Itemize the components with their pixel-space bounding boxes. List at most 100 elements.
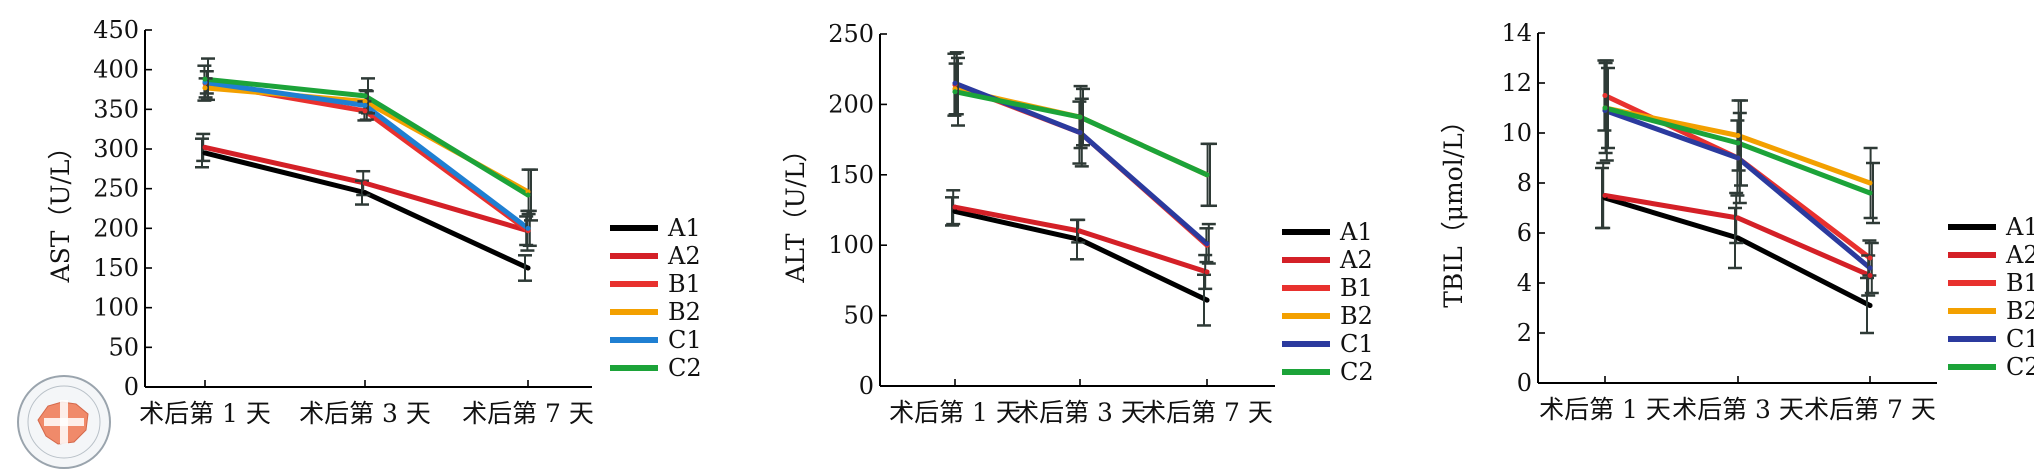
legend-label-B2: B2 [1340, 302, 1373, 330]
legend-label-B1: B1 [2006, 269, 2034, 297]
data-point-C1 [362, 102, 368, 108]
x-tick-label: 术后第 7 天 [1804, 395, 1936, 424]
legend-label-A1: A1 [2005, 213, 2034, 241]
error-bar [355, 179, 369, 206]
cma-seal-icon [14, 372, 114, 472]
data-point-C1 [1867, 265, 1873, 271]
data-point-A1 [952, 208, 958, 214]
data-point-A1 [202, 150, 208, 156]
error-bar [524, 168, 538, 222]
data-point-C2 [1602, 105, 1608, 111]
series-line-A1 [952, 208, 1210, 303]
y-tick-label: 150 [828, 161, 874, 189]
data-point-C2 [1735, 140, 1741, 146]
legend-label-A1: A1 [1339, 218, 1373, 246]
error-bar [951, 56, 965, 127]
data-point-C2 [1077, 114, 1083, 120]
data-point-C1 [1735, 155, 1741, 161]
y-tick-label: 4 [1517, 269, 1532, 297]
y-tick-label: 50 [843, 302, 874, 330]
error-bar [1734, 99, 1748, 187]
y-tick-label: 8 [1517, 169, 1532, 197]
data-point-A1 [1735, 235, 1741, 241]
error-bar [1728, 206, 1742, 270]
y-axis-label: TBIL（μmol/L） [1439, 108, 1468, 308]
series-line-A1 [1602, 195, 1873, 308]
y-tick-label: 2 [1517, 319, 1532, 347]
legend-label-C1: C1 [668, 326, 702, 354]
y-tick-label: 300 [93, 135, 139, 163]
error-bar [1866, 161, 1880, 225]
data-point-B2 [202, 85, 208, 91]
legend-label-C1: C1 [2006, 325, 2034, 353]
legend-label-A2: A2 [667, 242, 701, 270]
y-tick-label: 0 [124, 373, 139, 401]
data-point-A2 [1735, 215, 1741, 221]
x-tick-label: 术后第 3 天 [1014, 398, 1146, 427]
legend-label-A2: A2 [1339, 246, 1373, 274]
legend-label-B1: B1 [668, 270, 701, 298]
data-point-A2 [1867, 273, 1873, 278]
data-point-C2 [952, 89, 958, 95]
data-point-A1 [1204, 297, 1210, 303]
data-point-A1 [525, 265, 531, 271]
x-tick-label: 术后第 1 天 [139, 399, 271, 428]
y-tick-label: 14 [1501, 19, 1532, 47]
data-point-A2 [1204, 269, 1210, 275]
data-point-B1 [1602, 93, 1608, 98]
y-tick-label: 350 [93, 95, 139, 123]
data-point-C2 [362, 93, 368, 99]
error-bar [195, 137, 209, 169]
data-point-B2 [1867, 180, 1873, 186]
y-axis-label: ALT（U/L） [781, 137, 810, 283]
y-tick-label: 6 [1517, 219, 1532, 247]
data-point-A2 [1077, 228, 1083, 234]
legend-label-A1: A1 [667, 214, 701, 242]
x-tick-label: 术后第 7 天 [1141, 398, 1273, 427]
legend-label-B2: B2 [668, 298, 701, 326]
y-tick-label: 100 [828, 231, 874, 259]
y-tick-label: 0 [859, 372, 874, 400]
y-tick-label: 0 [1517, 369, 1532, 397]
data-point-C2 [1204, 172, 1210, 178]
x-tick-label: 术后第 3 天 [299, 399, 431, 428]
y-tick-label: 400 [93, 56, 139, 84]
data-point-A1 [362, 190, 368, 196]
data-point-A2 [952, 204, 958, 210]
x-tick-label: 术后第 1 天 [1539, 395, 1671, 424]
y-tick-label: 450 [93, 16, 139, 44]
error-bar [945, 196, 959, 227]
data-point-A2 [1602, 193, 1608, 198]
x-tick-label: 术后第 7 天 [462, 399, 594, 428]
data-point-C1 [952, 80, 958, 86]
data-point-C2 [1867, 190, 1873, 196]
legend-label-A2: A2 [2005, 241, 2034, 269]
y-axis-label: AST（U/L） [46, 135, 75, 284]
data-point-B1 [1867, 255, 1873, 261]
legend-label-C2: C2 [668, 354, 702, 382]
error-bar [1197, 273, 1211, 327]
chart-panel-3: 0 2 4 6 8 10 12 14 术后第 1 天术后第 3 天术后第 7 天 TBIL（μmo… [1439, 19, 2034, 424]
y-tick-label: 10 [1501, 119, 1532, 147]
y-tick-label: 150 [93, 254, 139, 282]
data-point-A1 [1077, 237, 1083, 243]
chart-panel-1: 0 50 100 150 200 250 300 350 400 450 术后第 1 天术后第 3 … [46, 16, 702, 428]
y-tick-label: 250 [93, 175, 139, 203]
error-bar [1601, 66, 1615, 150]
y-tick-label: 50 [108, 333, 139, 361]
data-point-C1 [525, 225, 531, 231]
data-point-C1 [1077, 130, 1083, 136]
legend-label-C2: C2 [1340, 358, 1374, 386]
error-bar [1076, 87, 1090, 147]
legend-label-B2: B2 [2006, 297, 2034, 325]
data-point-C2 [202, 76, 208, 82]
y-tick-label: 250 [828, 20, 874, 48]
data-point-A2 [362, 180, 368, 186]
y-tick-label: 12 [1501, 69, 1532, 97]
data-point-B2 [362, 98, 368, 104]
error-bar [201, 57, 215, 102]
error-bar [518, 254, 532, 282]
